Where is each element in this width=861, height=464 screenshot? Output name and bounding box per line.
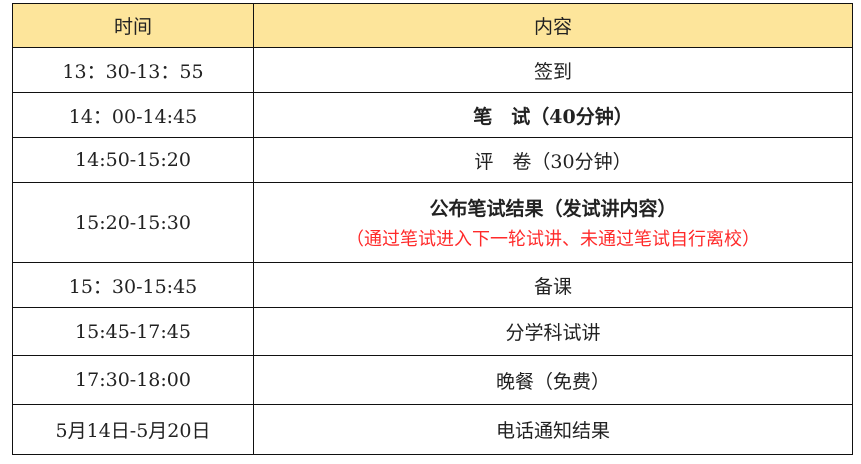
table-row: 13：30-13：55 签到: [12, 47, 853, 93]
content-cell: 笔 试（40分钟）: [253, 92, 853, 138]
content-cell: 备课: [253, 262, 853, 308]
content-cell: 评 卷（30分钟）: [253, 137, 853, 183]
time-cell: 5月14日-5月20日: [12, 404, 254, 455]
header-content: 内容: [253, 3, 853, 48]
table-row: 14:50-15:20 评 卷（30分钟）: [12, 137, 853, 183]
table-row: 14：00-14:45 笔 试（40分钟）: [12, 92, 853, 138]
table-row: 17:30-18:00 晚餐（免费）: [12, 355, 853, 405]
table-row: 15:45-17:45 分学科试讲: [12, 307, 853, 356]
content-cell: 电话通知结果: [253, 404, 853, 455]
content-cell: 晚餐（免费）: [253, 355, 853, 405]
table-row: 15：30-15:45 备课: [12, 262, 853, 308]
time-cell: 15:45-17:45: [12, 307, 254, 356]
schedule-table: 时间 内容 13：30-13：55 签到 14：00-14:45 笔 试（40分钟）…: [12, 3, 853, 455]
content-main: 公布笔试结果（发试讲内容）: [429, 198, 677, 220]
time-cell: 13：30-13：55: [12, 47, 254, 93]
time-cell: 15:20-15:30: [12, 182, 254, 263]
header-row: 时间 内容: [12, 3, 853, 48]
table-row: 5月14日-5月20日 电话通知结果: [12, 404, 853, 455]
content-cell: 公布笔试结果（发试讲内容） （通过笔试进入下一轮试讲、未通过笔试自行离校）: [253, 182, 853, 263]
time-cell: 17:30-18:00: [12, 355, 254, 405]
header-time: 时间: [12, 3, 254, 48]
time-cell: 15：30-15:45: [12, 262, 254, 308]
time-cell: 14:50-15:20: [12, 137, 254, 183]
time-cell: 14：00-14:45: [12, 92, 254, 138]
content-cell: 分学科试讲: [253, 307, 853, 356]
table-row: 15:20-15:30 公布笔试结果（发试讲内容） （通过笔试进入下一轮试讲、未通过…: [12, 182, 853, 263]
content-note: （通过笔试进入下一轮试讲、未通过笔试自行离校）: [346, 229, 760, 250]
content-cell: 签到: [253, 47, 853, 93]
